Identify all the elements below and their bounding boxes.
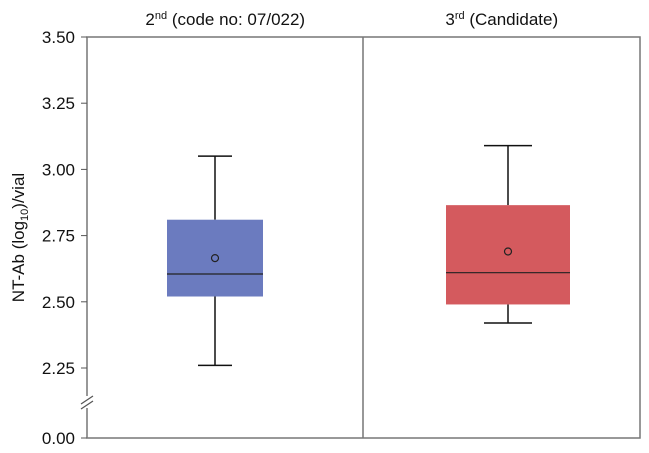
- mean: [210, 254, 220, 263]
- panel-title-part: nd: [155, 10, 167, 22]
- mean: [503, 247, 513, 256]
- axis-break: [80, 400, 94, 410]
- y-tick-label: 3.00: [42, 160, 75, 179]
- y-axis-label: NT-Ab (log10)/vial: [9, 173, 31, 302]
- y-tick-label: 2.50: [42, 293, 75, 312]
- axis-break-gap: [80, 396, 94, 408]
- panel-title-part: 3: [445, 10, 454, 29]
- panel-title: 3rd (Candidate): [445, 10, 558, 29]
- panel-title: 2nd (code no: 07/022): [145, 10, 305, 29]
- y-axis-label-part: 10: [19, 209, 31, 221]
- panel-title-part: (code no: 07/022): [167, 10, 305, 29]
- panel-title-part: (Candidate): [465, 10, 559, 29]
- panel-title-part: 2: [145, 10, 154, 29]
- box: [167, 219, 263, 297]
- y-axis-label-part: )/vial: [9, 173, 28, 209]
- y-tick-label: 2.25: [42, 359, 75, 378]
- y-axis-label-part: NT-Ab (log: [9, 221, 28, 302]
- panel-title-part: rd: [455, 10, 465, 22]
- y-tick-label: 2.75: [42, 227, 75, 246]
- y-tick-label: 0.00: [42, 429, 75, 448]
- y-tick-label: 3.50: [42, 28, 75, 47]
- axis-break: [80, 395, 94, 405]
- y-tick-label: 3.25: [42, 94, 75, 113]
